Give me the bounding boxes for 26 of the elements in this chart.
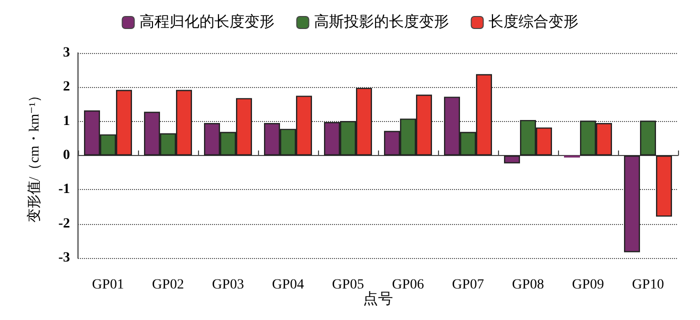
x-tick-label: GP07 [452,278,484,292]
x-tick-label: GP05 [332,278,364,292]
bar [624,156,640,252]
x-tick-label: GP06 [392,278,424,292]
x-tick-label: GP08 [512,278,544,292]
y-tick-label: -3 [58,250,70,266]
legend-label: 高程归化的长度变形 [139,14,274,30]
x-axis-title: 点号 [363,290,393,308]
y-tick-label: -1 [58,182,70,198]
bar [640,120,656,156]
x-tick-label: GP04 [272,278,304,292]
x-tick-label: GP09 [572,278,604,292]
y-axis-title: 变形值/（cm・km⁻¹） [26,88,42,223]
x-tick-label: GP03 [212,278,244,292]
y-tick-label: 2 [63,80,70,95]
x-tick-label: GP02 [152,278,184,292]
x-tick-label: GP10 [632,278,664,292]
bar [656,156,672,217]
y-tick-label: 1 [63,114,70,129]
y-tick-label: -2 [58,216,70,232]
y-tick-label: 3 [63,46,70,60]
legend-label: 长度综合变形 [488,14,578,30]
x-tick-label: GP01 [92,278,124,292]
y-tick-label: 0 [63,148,70,163]
legend-label: 高斯投影的长度变形 [314,14,449,30]
bar [504,156,520,164]
